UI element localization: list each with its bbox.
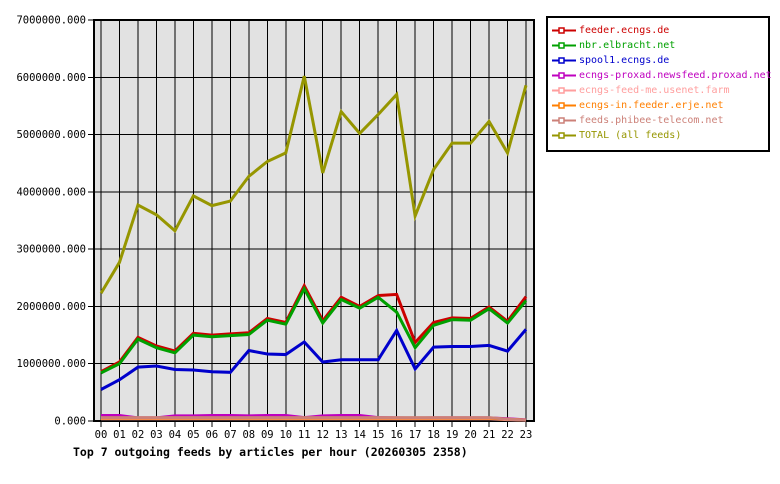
x-axis-label: 10 [279,429,292,441]
x-axis-label: 13 [335,429,348,441]
legend-item: nbr.elbracht.net [548,38,768,53]
x-axis-label: 03 [150,429,163,441]
legend-item: spool1.ecngs.de [548,53,768,68]
y-axis-label: 1000000.000 [16,358,86,370]
legend-item: TOTAL (all feeds) [548,128,768,143]
x-axis-label: 14 [353,429,366,441]
legend-line-marker-icon [552,42,576,49]
x-axis-label: 12 [316,429,329,441]
legend-line-marker-icon [552,117,576,124]
x-axis-label: 08 [242,429,255,441]
plot-border [93,19,535,422]
y-axis-label: 5000000.000 [16,129,86,141]
x-axis-label: 16 [390,429,403,441]
x-axis-label: 21 [483,429,496,441]
x-axis-label: 18 [427,429,440,441]
y-axis-label: 7000000.000 [16,15,86,27]
y-axis-label: 6000000.000 [16,72,86,84]
legend-item: ecngs-in.feeder.erje.net [548,98,768,113]
x-axis-label: 05 [187,429,200,441]
y-axis-label: 3000000.000 [16,244,86,256]
chart-title: Top 7 outgoing feeds by articles per hou… [73,445,468,459]
legend-line-marker-icon [552,72,576,79]
legend-item: feeds.phibee-telecom.net [548,113,768,128]
legend-label: ecngs-feed-me.usenet.farm [579,84,730,96]
y-axis-label: 0.000 [54,416,86,428]
legend-label: feeds.phibee-telecom.net [579,114,724,126]
legend-line-marker-icon [552,57,576,64]
legend-line-marker-icon [552,87,576,94]
x-axis-label: 01 [113,429,126,441]
legend-line-marker-icon [552,132,576,139]
series-line [99,75,528,295]
legend-box: feeder.ecngs.de nbr.elbracht.net spool1.ec… [546,16,772,152]
legend-label: ecngs-proxad.newsfeed.proxad.net [579,69,772,81]
x-axis-label: 23 [520,429,533,441]
legend-line-marker-icon [552,27,576,34]
legend-label: ecngs-in.feeder.erje.net [579,99,724,111]
x-axis-label: 07 [224,429,237,441]
x-axis-label: 11 [298,429,311,441]
legend-label: TOTAL (all feeds) [579,129,682,141]
series-line [100,327,528,391]
x-axis-label: 22 [501,429,514,441]
legend-item: ecngs-feed-me.usenet.farm [548,83,768,98]
x-axis-label: 06 [206,429,219,441]
x-axis-label: 00 [95,429,108,441]
y-axis-label: 2000000.000 [16,301,86,313]
y-axis-label: 4000000.000 [16,186,86,198]
legend-label: spool1.ecngs.de [579,54,670,66]
x-axis-label: 15 [372,429,385,441]
legend-item: feeder.ecngs.de [548,23,768,38]
series-line [101,416,527,422]
x-axis-label: 04 [169,429,182,441]
x-axis-label: 17 [409,429,422,441]
x-axis-label: 09 [261,429,274,441]
x-axis-label: 02 [132,429,145,441]
x-axis-label: 19 [446,429,459,441]
legend-line-marker-icon [552,102,576,109]
legend-item: ecngs-proxad.newsfeed.proxad.net [548,68,772,83]
x-axis-label: 20 [464,429,477,441]
legend-label: feeder.ecngs.de [579,24,670,36]
legend-label: nbr.elbracht.net [579,39,676,51]
plot-area [94,20,534,421]
series-line [100,285,528,375]
